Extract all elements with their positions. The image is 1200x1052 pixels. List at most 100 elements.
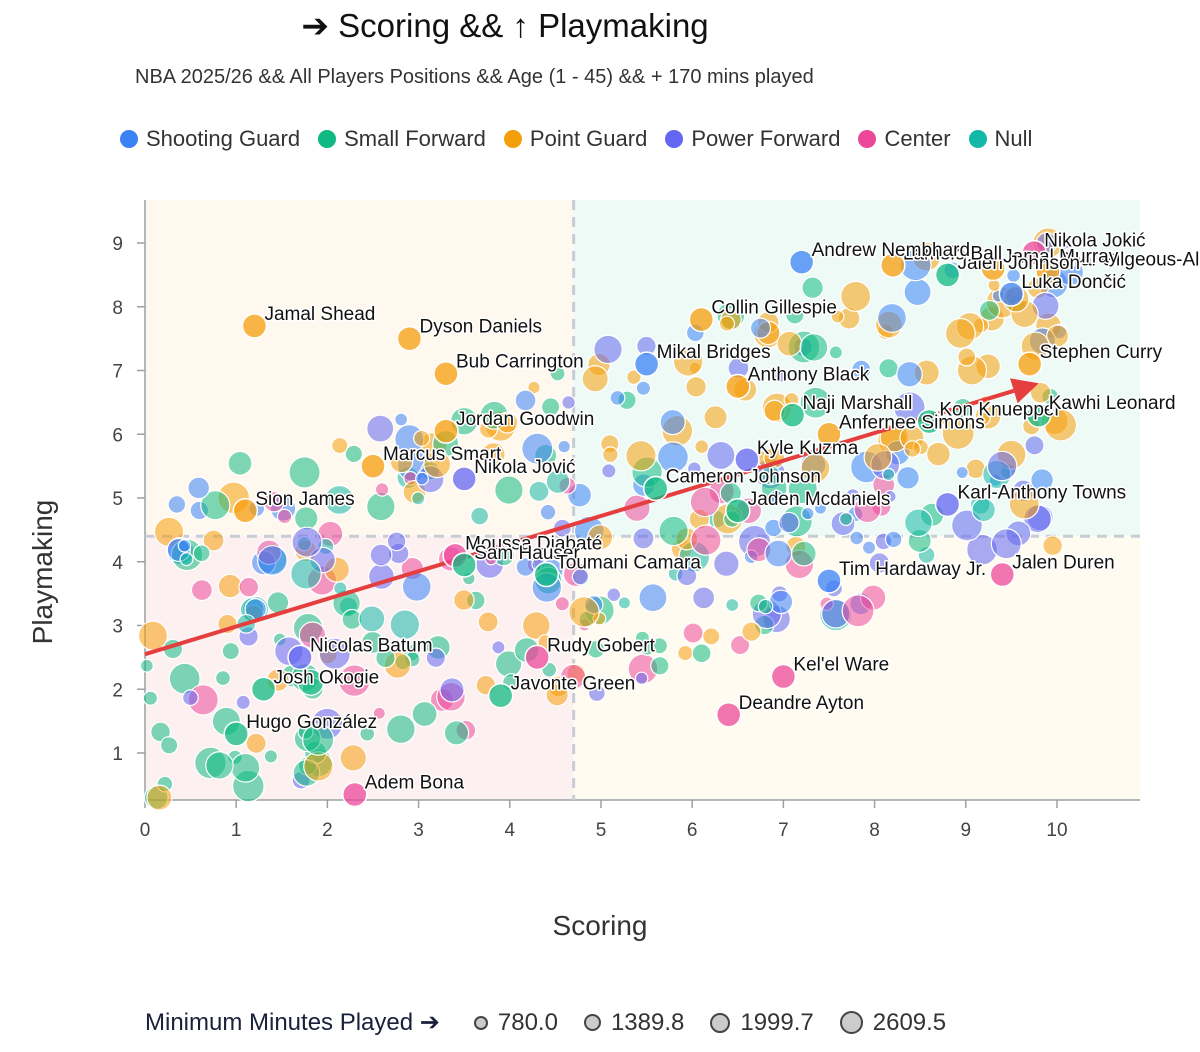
size-legend-item: 1999.7 [710,1009,814,1037]
player-point [389,449,414,474]
size-legend-value: 780.0 [497,1008,558,1036]
player-point [366,491,396,522]
player-point [702,627,721,646]
player-point [276,508,293,525]
x-tick-label: 0 [140,820,151,841]
legend-item-small-forward[interactable]: Small Forward [318,126,486,152]
player-point [263,490,285,513]
size-legend: Minimum Minutes Played ➔ 780.0 1389.8 19… [145,1008,946,1037]
player-point [167,495,187,514]
player-point [521,611,551,640]
player-point [841,594,875,628]
player-point [521,432,554,465]
player-point [977,411,991,426]
player-label: Luka Dončić [1021,272,1126,293]
player-point [800,453,831,484]
player-point [790,540,817,567]
player-point-named [934,491,961,518]
player-point [366,414,395,443]
player-point [639,641,655,656]
player-point [411,491,426,506]
player-point [137,620,169,651]
player-label: Nikola Jović [474,457,575,478]
player-point-named [989,561,1016,588]
player-point [986,450,1018,482]
player-point [863,442,893,472]
player-point [181,689,199,707]
player-point-named [770,663,797,690]
player-point [971,497,996,523]
player-point-named [725,498,751,524]
player-point-named [451,552,477,578]
y-tick-label: 3 [112,617,123,638]
legend-label: Small Forward [344,126,486,151]
player-point [773,369,788,384]
player-point [768,589,794,615]
player-point [235,694,251,711]
y-tick-label: 4 [112,553,123,574]
player-point [941,416,975,450]
legend: Shooting Guard Small Forward Point Guard… [120,126,1032,152]
player-point [625,439,657,472]
x-tick-label: 7 [778,820,789,841]
legend-item-shooting-guard[interactable]: Shooting Guard [120,126,300,152]
player-point [453,589,475,611]
player-label: Adem Bona [365,772,465,793]
y-tick-label: 7 [112,362,123,383]
player-point [729,634,751,656]
player-point [749,317,772,339]
legend-dot-icon [665,130,684,148]
player-point-named [433,418,459,444]
player-point [656,441,689,474]
player-point [302,723,335,756]
legend-label: Shooting Guard [146,126,301,151]
player-label: Bub Carrington [456,352,584,373]
player-point-named [1016,351,1043,377]
player-point [291,526,323,558]
player-point [331,436,349,455]
player-point [878,358,899,379]
player-point-named [1026,402,1052,428]
x-tick-label: 8 [869,820,880,841]
player-point-named [232,498,259,524]
player-point [778,511,800,534]
player-point [845,488,861,503]
player-point [496,411,519,434]
player-point [830,309,845,324]
player-point [776,330,803,357]
player-label: Marcus Smart [383,444,502,465]
player-point [146,784,173,811]
legend-item-point-guard[interactable]: Point Guard [503,126,647,152]
player-label: Jalen Duren [1012,553,1114,574]
player-point [540,397,561,417]
player-label: Moussa Diabaté [465,533,602,554]
player-point [159,736,179,755]
scatter-plot: 0 1 2 3 4 5 6 7 8 9 10 1 2 3 4 5 6 7 8 9 Scoring Playmaking Ni… [27,200,1200,941]
player-point-named [788,249,815,275]
player-point [557,439,571,454]
player-point [799,333,829,362]
player-label: Jalen Johnson [958,253,1081,274]
player-point [230,752,261,783]
legend-item-center[interactable]: Center [858,126,951,152]
player-label: Kawhi Leonard [1049,393,1176,414]
player-point [372,706,386,720]
player-point [799,386,832,419]
player-label: Stephen Curry [1040,342,1163,363]
player-point [179,552,194,567]
legend-label: Power Forward [691,126,841,151]
player-point-named [1035,258,1061,285]
player-point [298,621,327,649]
player-point [257,545,288,576]
player-point [851,359,872,380]
player-label: Tim Hardaway Jr. [839,559,986,580]
x-tick-label: 9 [961,820,972,841]
player-point-named [451,466,477,492]
legend-item-power-forward[interactable]: Power Forward [665,126,840,152]
player-point [385,714,416,745]
player-point-named [533,561,560,588]
player-point-named [342,781,368,808]
player-label: Jaden Mcdaniels [748,489,891,510]
legend-item-null[interactable]: Null [968,126,1032,152]
